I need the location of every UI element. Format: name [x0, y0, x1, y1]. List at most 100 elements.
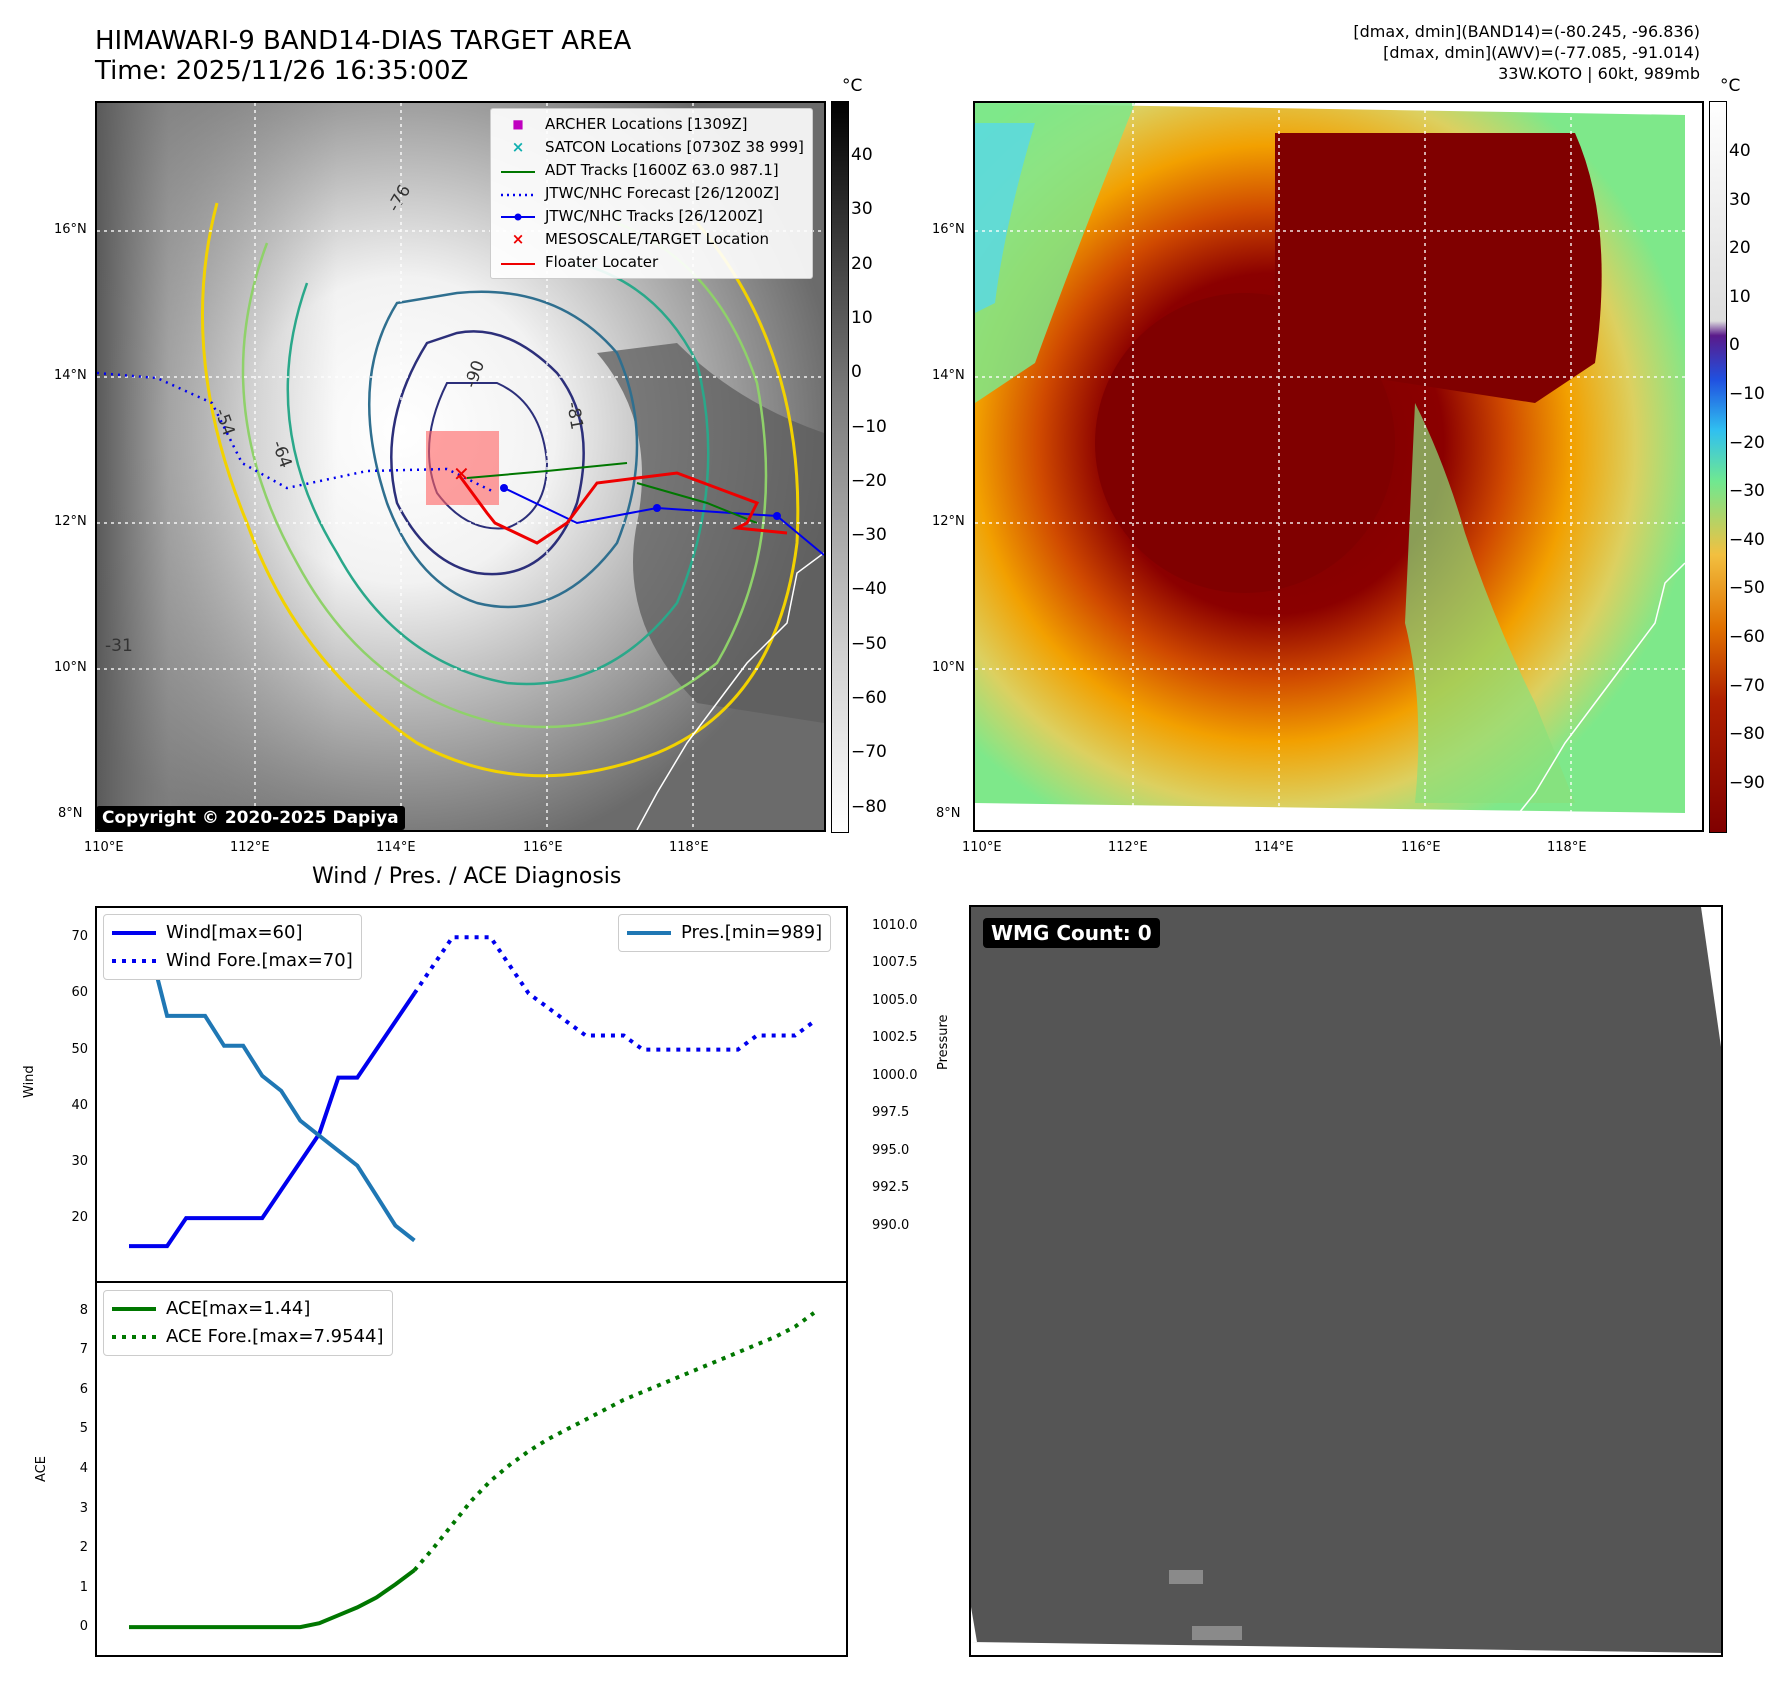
clear-sky-area — [97, 103, 337, 830]
timestamp: Time: 2025/11/26 16:35:00Z — [95, 56, 469, 86]
awv-map-canvas — [975, 103, 1702, 830]
colorbar-tick: 0 — [851, 362, 862, 383]
cold-region — [975, 123, 1035, 313]
convection-core — [1095, 293, 1395, 593]
legend-jtwc-forecast: JTWC/NHC Forecast [26/1200Z] — [545, 184, 780, 202]
colorbar-tick: −40 — [1729, 529, 1765, 550]
ace-chart — [95, 1281, 848, 1657]
lon-label: 118°E — [669, 840, 709, 855]
lon-label: 110°E — [84, 840, 124, 855]
colorbar-tick: −40 — [851, 579, 887, 600]
convection-north — [1275, 133, 1602, 403]
wmg-count-badge: WMG Count: 0 — [983, 918, 1160, 948]
stats-band14: [dmax, dmin](BAND14)=(-80.245, -96.836) — [1353, 22, 1700, 41]
axis-tick: 60 — [71, 985, 88, 1001]
legend-archer: ARCHER Locations [1309Z] — [545, 115, 748, 133]
contour-teal — [286, 261, 710, 686]
lat-label: 12°N — [54, 514, 87, 529]
axis-tick: 1005.0 — [872, 992, 918, 1008]
axis-tick: 6 — [79, 1381, 88, 1397]
axis-tick: 2 — [79, 1540, 88, 1556]
colorbar-unit: °C — [1720, 76, 1741, 96]
wmg-field — [971, 907, 1721, 1653]
contour-blue — [368, 290, 639, 609]
lat-label: 14°N — [932, 368, 965, 383]
colorbar-tick: −20 — [851, 470, 887, 491]
legend-jtwc-tracks: JTWC/NHC Tracks [26/1200Z] — [545, 207, 763, 225]
axis-tick: 0 — [79, 1619, 88, 1635]
legend-pressure: Pres.[min=989] — [681, 922, 823, 943]
wind-pressure-plot — [129, 935, 816, 1249]
ace-plot — [129, 1311, 816, 1630]
colorbar-tick: 30 — [851, 199, 873, 220]
colorbar-tick: −80 — [851, 796, 887, 817]
colorbar-tick: −20 — [1729, 432, 1765, 453]
diag-title: Wind / Pres. / ACE Diagnosis — [312, 864, 622, 889]
axis-tick: 7 — [79, 1342, 88, 1358]
colorbar-tick: −10 — [1729, 384, 1765, 404]
colorbar-tick: −30 — [1729, 481, 1765, 502]
colorbar-tick: −60 — [1729, 627, 1765, 647]
lat-label: 10°N — [54, 660, 87, 675]
axis-tick: 5 — [79, 1421, 88, 1437]
colorbar-tick: 10 — [851, 307, 873, 328]
colorbar-right — [1709, 101, 1727, 833]
colorbar-tick: 30 — [1729, 189, 1751, 210]
series-line-1 — [412, 1311, 816, 1572]
legend-wind: Wind[max=60] — [166, 922, 303, 943]
wind-legend: Wind[max=60] Wind Fore.[max=70] — [103, 914, 362, 980]
colorbar-tick: −70 — [851, 742, 887, 763]
lat-label: 12°N — [932, 514, 965, 529]
axis-tick: 992.5 — [872, 1180, 910, 1196]
colorbar-unit: °C — [842, 76, 863, 96]
lat-label: 14°N — [54, 368, 87, 383]
colorbar-tick: −30 — [851, 525, 887, 546]
contour-lightgreen — [241, 221, 768, 729]
jtwc-forecast-track — [97, 371, 493, 493]
axis-tick: 1 — [79, 1579, 88, 1595]
awv-map — [973, 101, 1704, 832]
axis-tick: 70 — [71, 929, 88, 945]
series-line-1 — [412, 935, 816, 1052]
lat-label: 8°N — [58, 806, 83, 821]
colorbar-tick: −90 — [1729, 772, 1765, 793]
contour-label-81: -81 — [562, 400, 587, 431]
legend-mesoscale: MESOSCALE/TARGET Location — [545, 230, 770, 248]
axis-tick: 1007.5 — [872, 955, 918, 971]
legend-floater: Floater Locater — [545, 253, 659, 271]
axis-tick: 20 — [71, 1210, 88, 1226]
wmg-panel — [969, 905, 1723, 1657]
colorbar-tick: −80 — [1729, 724, 1765, 745]
axis-tick: 3 — [79, 1500, 88, 1516]
colorbar-tick: −50 — [1729, 578, 1765, 599]
adt-track-east — [636, 482, 758, 524]
legend-wind-forecast: Wind Fore.[max=70] — [166, 950, 353, 971]
series-line-0 — [129, 992, 417, 1249]
legend-ace: ACE[max=1.44] — [166, 1298, 311, 1319]
contour-navy — [390, 330, 585, 576]
lat-label: 8°N — [936, 806, 961, 821]
legend-adt: ADT Tracks [1600Z 63.0 987.1] — [545, 161, 779, 179]
colorbar-tick: 20 — [1729, 238, 1751, 259]
colorbar-tick: −10 — [851, 416, 887, 437]
lon-label: 110°E — [962, 840, 1002, 855]
lat-label: 10°N — [932, 660, 965, 675]
track-point — [653, 504, 661, 512]
axis-tick: 990.0 — [872, 1217, 910, 1233]
lon-label: 116°E — [523, 840, 563, 855]
colorbar-tick: 40 — [851, 145, 873, 165]
legend-satcon: SATCON Locations [0730Z 38 999] — [545, 138, 804, 156]
wmg-canvas — [971, 907, 1721, 1655]
stats-awv: [dmax, dmin](AWV)=(-77.085, -91.014) — [1383, 43, 1700, 62]
floater-locater-track — [457, 471, 788, 545]
map-legend: ■ ARCHER Locations [1309Z] × SATCON Locati… — [490, 108, 813, 279]
axis-tick: 997.5 — [872, 1105, 910, 1121]
track-point — [500, 484, 508, 492]
axis-tick: 30 — [71, 1153, 88, 1169]
lon-label: 114°E — [376, 840, 416, 855]
axis-tick: 1000.0 — [872, 1067, 918, 1083]
band14-map-canvas: -90 -81 -76 -64 -54 -31 ✕ — [97, 103, 824, 830]
adt-track — [466, 462, 628, 479]
colorbar-tick: −60 — [851, 688, 887, 708]
axis-tick: 8 — [79, 1302, 88, 1318]
